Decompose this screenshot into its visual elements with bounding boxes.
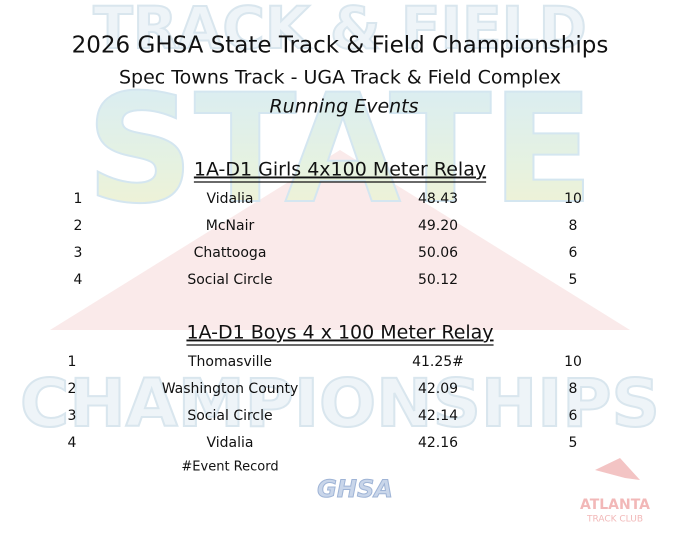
team: Vidalia bbox=[207, 191, 254, 207]
team: Social Circle bbox=[187, 408, 272, 424]
team: Thomasville bbox=[187, 354, 272, 370]
event-title: 1A-D1 Boys 4 x 100 Meter Relay bbox=[186, 322, 493, 344]
atlanta-logo-line1: ATLANTA bbox=[580, 497, 650, 513]
place: 3 bbox=[68, 408, 77, 424]
points: 6 bbox=[569, 245, 578, 261]
place: 3 bbox=[74, 245, 83, 261]
atlanta-logo-mark bbox=[595, 458, 640, 480]
title: 2026 GHSA State Track & Field Championsh… bbox=[72, 33, 609, 59]
points: 6 bbox=[569, 408, 578, 424]
time: 50.12 bbox=[418, 272, 458, 288]
points: 8 bbox=[569, 381, 578, 397]
atlanta-logo-line2: TRACK CLUB bbox=[586, 515, 643, 525]
time: 49.20 bbox=[418, 218, 458, 234]
time: 42.16 bbox=[418, 435, 458, 451]
points: 10 bbox=[564, 354, 582, 370]
place: 2 bbox=[74, 218, 83, 234]
time: 42.09 bbox=[418, 381, 458, 397]
place: 2 bbox=[68, 381, 77, 397]
points: 5 bbox=[569, 435, 578, 451]
footnote: #Event Record bbox=[181, 460, 278, 475]
team: Washington County bbox=[162, 381, 299, 397]
place: 4 bbox=[68, 435, 77, 451]
event-title: 1A-D1 Girls 4x100 Meter Relay bbox=[194, 159, 486, 181]
watermark-bottom: CHAMPIONSHIPS bbox=[20, 365, 660, 442]
place: 1 bbox=[68, 354, 77, 370]
section-title: Running Events bbox=[269, 96, 418, 118]
ghsa-logo: GHSA bbox=[317, 475, 393, 503]
team: Social Circle bbox=[187, 272, 272, 288]
place: 1 bbox=[74, 191, 83, 207]
time: 50.06 bbox=[418, 245, 458, 261]
place: 4 bbox=[74, 272, 83, 288]
subtitle: Spec Towns Track - UGA Track & Field Com… bbox=[119, 67, 561, 89]
watermark-middle: STATE bbox=[86, 63, 594, 237]
points: 8 bbox=[569, 218, 578, 234]
points: 10 bbox=[564, 191, 582, 207]
team: McNair bbox=[206, 218, 255, 234]
points: 5 bbox=[569, 272, 578, 288]
time: 41.25# bbox=[412, 354, 464, 370]
time: 48.43 bbox=[418, 191, 458, 207]
team: Vidalia bbox=[207, 435, 254, 451]
team: Chattooga bbox=[194, 245, 267, 261]
watermark-top: TRACK & FIELD bbox=[93, 0, 587, 62]
time: 42.14 bbox=[418, 408, 458, 424]
track-watermark bbox=[50, 150, 630, 330]
